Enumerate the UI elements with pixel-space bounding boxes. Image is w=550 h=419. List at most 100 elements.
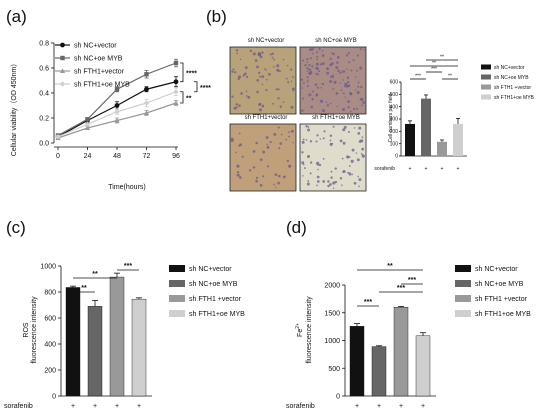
panel-d-legend-swatch [455,265,471,272]
micrograph-cell [233,106,237,110]
panel-a-point [114,103,120,108]
micrograph-cell [346,68,348,70]
micrograph-cell [230,138,234,142]
panel-c-xtick-label: + [71,403,75,410]
micrograph-cell [236,164,240,168]
panel-b-ytick-label: 100 [390,141,399,147]
micrograph-cell [322,109,325,113]
panel-d-legend-label: sh NC+vector [475,266,518,273]
micrograph-cell [344,82,348,86]
micrograph-cell [347,106,350,109]
micrograph-cell [319,99,324,103]
micrograph-cell [290,105,294,109]
micrograph-cell [357,85,360,88]
micrograph-cell [237,171,240,174]
micrograph-cell [307,79,309,81]
panel-a-point [173,60,179,66]
panel-a-legend-marker [59,68,66,73]
panel-c-legend-label: sh NC+oe MYB [189,281,238,288]
micrograph-cell [245,90,248,93]
panel-a-point [114,117,120,123]
micrograph-cell [306,67,309,70]
panel-a-legend-label: sh NC+vector [74,43,117,50]
micrograph-cell [259,184,263,187]
panel-b-legend-label: sh NC+oe MYB [494,75,529,81]
panel-c-ytick-label: 0 [52,394,56,401]
panel-b-xtick-label: + [425,166,428,172]
micrograph-cell [346,81,350,84]
micrograph-cell [330,75,333,78]
micrograph-cell [277,181,280,185]
micrograph-cell [278,174,281,178]
micrograph-cell [278,147,281,150]
micrograph-cell [308,93,312,97]
panel-a-sig-label: ** [186,95,192,102]
panel-a-ylabel: Cellular viability（OD 450nm） [10,60,18,156]
micrograph-cell [346,155,350,159]
panel-c-ylabel-line2: fluorescence intensity [31,296,38,364]
micrograph-cell [316,134,319,137]
micrograph-cell [255,179,258,183]
panel-d-xtick-label: + [421,403,425,410]
micrograph-cell [319,63,323,66]
micrograph-cell [326,71,330,75]
micrograph-cell [271,56,274,59]
micrograph-cell [302,59,305,62]
micrograph-cell [300,109,304,112]
panel-c-sig-label: *** [124,263,132,270]
chart-marks: 0.0 0.2 0.4 0.6 0.8 0 24 48 72 96 sh NC+vector sh N… [39,38,534,410]
panel-d-sig-label: *** [397,285,405,292]
panel-d-bar [415,335,431,397]
micrograph-cell [236,52,239,55]
micrograph-cell [232,68,235,71]
micrograph-cell [351,148,355,152]
micrograph-cell [291,87,295,91]
panel-a-xtick-label: 72 [143,153,151,160]
micrograph-cell [282,58,285,61]
panel-d-ylabel-line2: fluorescence intensity [306,296,313,364]
panel-b-legend-swatch [481,74,491,80]
panel-a-legend-label: sh FTH1+oe MYB [74,82,130,89]
micrograph-cell [352,59,355,62]
panel-b-bar [437,141,447,156]
micrograph-cell [342,128,346,132]
micrograph-cell [307,128,310,132]
micrograph-cell [234,71,237,74]
micrograph-cell [342,92,344,95]
micrograph-cell [330,176,333,179]
micrograph-cell [329,139,332,142]
micrograph-cell [360,153,363,155]
panel-a-xtick-label: 96 [172,153,180,160]
micrograph-cell [322,137,325,140]
panel-b-legend-swatch [481,84,491,90]
panel-b-sig-label: *** [415,74,421,80]
micrograph-cell [241,155,244,158]
micrograph-cell [327,184,330,188]
micrograph-cell [340,71,343,74]
panel-b-legend-label: sh FTH1 +vector [494,85,531,91]
micrograph-cell [318,70,321,73]
micrograph-cell [347,131,350,134]
panel-b-xtick-label: + [409,166,412,172]
panel-a-legend-marker [59,81,66,87]
micrograph-cell [306,80,309,83]
micrograph-cell [277,97,280,100]
panel-a-sig-bracket [180,62,184,83]
micrograph-cell [302,81,305,84]
panel-d-ylabel-line1: Fe2+ [295,323,304,337]
micrograph-cell [245,94,248,97]
micrograph-cell [321,49,324,52]
micrograph-cell [315,93,319,96]
panel-b-legend-label: sh NC+vector [494,65,525,71]
micrograph-cell [309,172,312,175]
panel-c-legend-label: sh FTH1 +vector [189,296,242,303]
panel-c-ytick-label: 800 [44,290,56,297]
micrograph-cell [304,167,306,169]
panel-b-xtick-label: + [441,166,444,172]
panel-b-sig-label: ** [440,55,444,61]
panel-c-legend-swatch [169,265,185,272]
micrograph-cell [329,102,332,105]
micrograph-cell [265,78,268,81]
micrograph-cell [265,89,268,92]
micrograph-cell [292,141,294,144]
